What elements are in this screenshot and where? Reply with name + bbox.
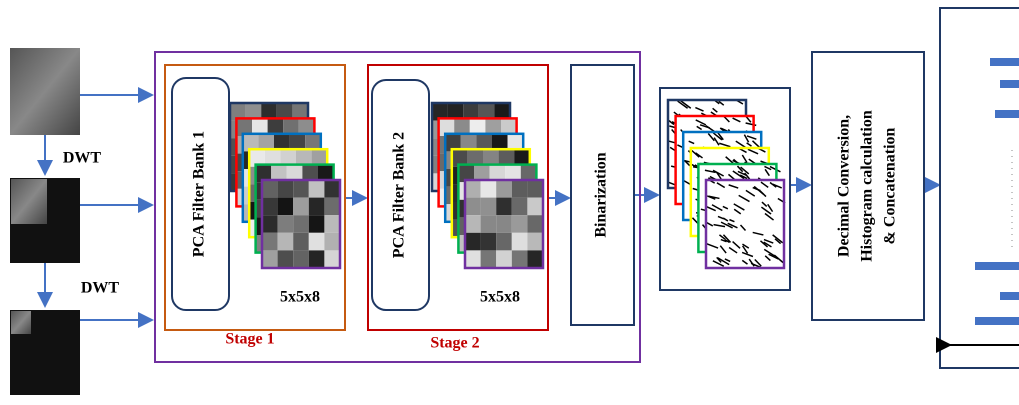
encoding-line: & Concatenation bbox=[882, 127, 899, 244]
binarization-label: Binarization bbox=[593, 152, 610, 237]
filter-cell bbox=[262, 215, 278, 233]
encoding-line: Histogram calculation bbox=[859, 110, 876, 262]
filter-cell bbox=[309, 233, 325, 251]
filter-cell bbox=[496, 233, 512, 251]
filter-cell bbox=[293, 233, 309, 251]
filter-cell bbox=[512, 233, 528, 251]
dwt-label: DWT bbox=[81, 280, 120, 297]
filter-cell bbox=[324, 233, 340, 251]
hist-bar bbox=[975, 262, 1019, 270]
filter-cell bbox=[496, 198, 512, 216]
filter-cell bbox=[465, 250, 481, 268]
filter-size: 5x5x8 bbox=[280, 289, 320, 306]
stage-label: Stage 2 bbox=[430, 335, 479, 352]
dwt-subband bbox=[11, 311, 31, 334]
filter-cell bbox=[278, 250, 294, 268]
hist-bar bbox=[975, 317, 1019, 325]
filter-cell bbox=[527, 180, 543, 198]
filter-stack bbox=[432, 103, 543, 268]
filter-cell bbox=[278, 233, 294, 251]
filter-size: 5x5x8 bbox=[480, 289, 520, 306]
hist-bar bbox=[1000, 80, 1019, 88]
filter-cell bbox=[527, 215, 543, 233]
filter-cell bbox=[527, 198, 543, 216]
filter-cell bbox=[512, 250, 528, 268]
hist-bar bbox=[1000, 292, 1019, 300]
filter-cell bbox=[262, 198, 278, 216]
filter-cell bbox=[293, 180, 309, 198]
filter-cell bbox=[293, 198, 309, 216]
filter-cell bbox=[481, 180, 497, 198]
filter-cell bbox=[278, 180, 294, 198]
filter-cell bbox=[481, 198, 497, 216]
filter-cell bbox=[324, 180, 340, 198]
filter-cell bbox=[465, 215, 481, 233]
encoding-line: Decimal Conversion, bbox=[836, 115, 853, 257]
input-image bbox=[10, 48, 80, 135]
filter-cell bbox=[309, 215, 325, 233]
filter-cell bbox=[465, 180, 481, 198]
filter-cell bbox=[527, 250, 543, 268]
filter-cell bbox=[481, 250, 497, 268]
filter-cell bbox=[262, 250, 278, 268]
filter-cell bbox=[512, 198, 528, 216]
filter-cell bbox=[309, 198, 325, 216]
filter-cell bbox=[481, 233, 497, 251]
filter-cell bbox=[512, 180, 528, 198]
filter-cell bbox=[324, 215, 340, 233]
filter-cell bbox=[465, 198, 481, 216]
diagram: DWT DWT PCA Filter Bank 1 5x5x8 Stage 1 … bbox=[0, 0, 1019, 405]
filter-cell bbox=[293, 250, 309, 268]
filter-cell bbox=[309, 180, 325, 198]
filter-cell bbox=[527, 233, 543, 251]
filter-cell bbox=[278, 215, 294, 233]
filter-cell bbox=[309, 250, 325, 268]
filter-bank-label: PCA Filter Bank 1 bbox=[191, 131, 208, 257]
hist-bar bbox=[995, 110, 1019, 118]
input-images bbox=[10, 48, 80, 395]
filter-cell bbox=[262, 180, 278, 198]
filter-cell bbox=[293, 215, 309, 233]
hist-bar bbox=[990, 58, 1019, 66]
filter-cell bbox=[496, 215, 512, 233]
filter-cell bbox=[278, 198, 294, 216]
filter-cell bbox=[496, 180, 512, 198]
filter-cell bbox=[496, 250, 512, 268]
filter-cell bbox=[324, 250, 340, 268]
filter-cell bbox=[481, 215, 497, 233]
stage-label: Stage 1 bbox=[225, 331, 274, 348]
filter-cell bbox=[465, 233, 481, 251]
filter-cell bbox=[324, 198, 340, 216]
dwt-label: DWT bbox=[63, 150, 102, 167]
filter-cell bbox=[262, 233, 278, 251]
filter-bank-label: PCA Filter Bank 2 bbox=[391, 132, 408, 258]
filter-cell bbox=[512, 215, 528, 233]
filter-stack bbox=[230, 103, 340, 268]
dwt-subband bbox=[11, 179, 47, 224]
